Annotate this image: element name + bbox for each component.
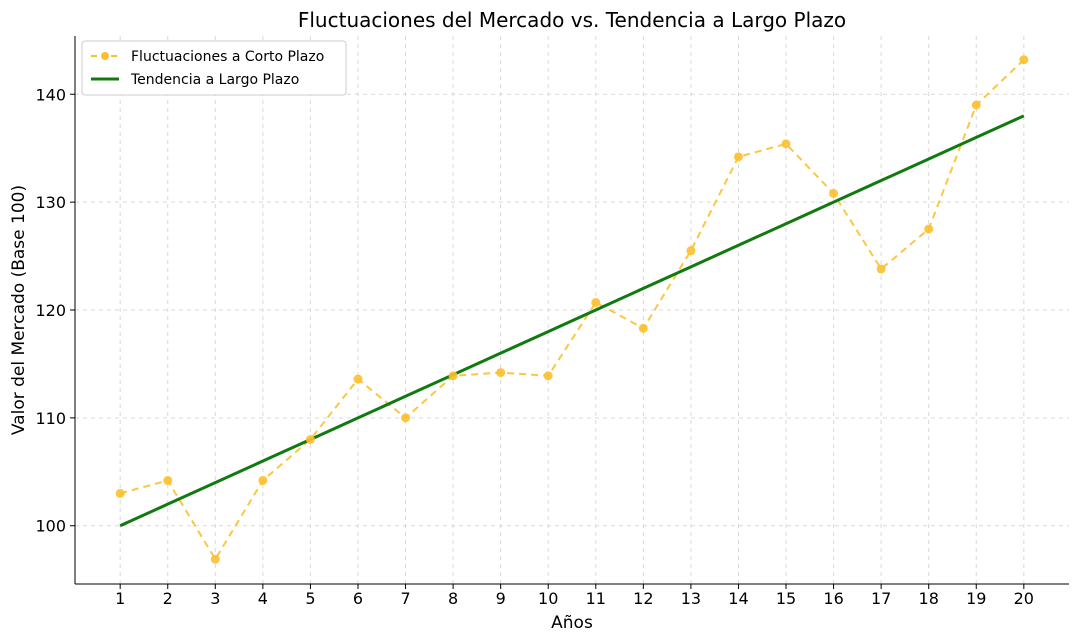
y-tick-label: 130: [35, 193, 66, 212]
data-point-fluctuaciones: [638, 323, 648, 333]
data-point-fluctuaciones: [401, 413, 411, 423]
data-point-fluctuaciones: [163, 475, 173, 485]
series-line-tendencia: [119, 114, 1025, 528]
x-tick-label: 16: [823, 589, 843, 608]
series-line-fluctuaciones: [119, 59, 1025, 562]
x-tick-label: 13: [681, 589, 701, 608]
x-tick-label: 4: [258, 589, 268, 608]
data-point-fluctuaciones: [353, 374, 363, 384]
legend-box: [81, 40, 347, 96]
y-tick-label: 100: [35, 517, 66, 536]
x-tick-label: 19: [966, 589, 986, 608]
x-tick-label: 6: [353, 589, 363, 608]
x-tick-label: 8: [448, 589, 458, 608]
data-point-fluctuaciones: [781, 139, 791, 149]
x-tick-label: 17: [871, 589, 891, 608]
data-point-fluctuaciones: [496, 368, 506, 378]
legend-label-tendencia: Tendencia a Largo Plazo: [130, 72, 299, 88]
data-point-fluctuaciones: [258, 475, 268, 485]
x-tick-label: 1: [115, 589, 125, 608]
data-point-fluctuaciones: [591, 297, 601, 307]
chart-title: Fluctuaciones del Mercado vs. Tendencia …: [298, 8, 846, 32]
data-point-fluctuaciones: [686, 246, 696, 256]
x-tick-label: 11: [586, 589, 606, 608]
x-tick-label: 20: [1014, 589, 1034, 608]
axes-layer: 1 2 3 4 5 6 7 8 9 10 11 12 13 14 15 16 17 18 19 20100110120…: [35, 36, 1069, 608]
x-tick-label: 3: [210, 589, 220, 608]
data-point-fluctuaciones: [924, 224, 934, 234]
x-tick-label: 2: [163, 589, 173, 608]
legend-label-fluctuaciones: Fluctuaciones a Corto Plazo: [131, 49, 324, 65]
data-point-fluctuaciones: [115, 488, 125, 498]
y-tick-label: 120: [35, 301, 66, 320]
x-axis-label: Años: [551, 613, 593, 633]
y-tick-label: 110: [35, 409, 66, 428]
data-point-fluctuaciones: [733, 152, 743, 162]
y-tick-label: 140: [35, 85, 66, 104]
x-tick-label: 5: [305, 589, 315, 608]
data-point-fluctuaciones: [876, 264, 886, 274]
legend-marker-fluctuaciones: [101, 52, 109, 60]
series-layer: [115, 55, 1029, 564]
x-tick-label: 15: [776, 589, 796, 608]
data-point-fluctuaciones: [829, 188, 839, 198]
x-tick-label: 7: [400, 589, 410, 608]
x-tick-label: 14: [728, 589, 748, 608]
legend: Fluctuaciones a Corto Plazo Tendencia a …: [81, 40, 347, 96]
data-point-fluctuaciones: [1019, 55, 1029, 65]
x-tick-label: 10: [538, 589, 558, 608]
data-point-fluctuaciones: [305, 434, 315, 444]
data-point-fluctuaciones: [210, 554, 220, 564]
grid-layer: [75, 36, 1069, 584]
x-tick-label: 18: [919, 589, 939, 608]
data-point-fluctuaciones: [543, 371, 553, 381]
data-point-fluctuaciones: [448, 371, 458, 381]
x-tick-label: 9: [496, 589, 506, 608]
data-point-fluctuaciones: [971, 100, 981, 110]
y-axis-label: Valor del Mercado (Base 100): [9, 185, 29, 435]
x-tick-label: 12: [633, 589, 653, 608]
